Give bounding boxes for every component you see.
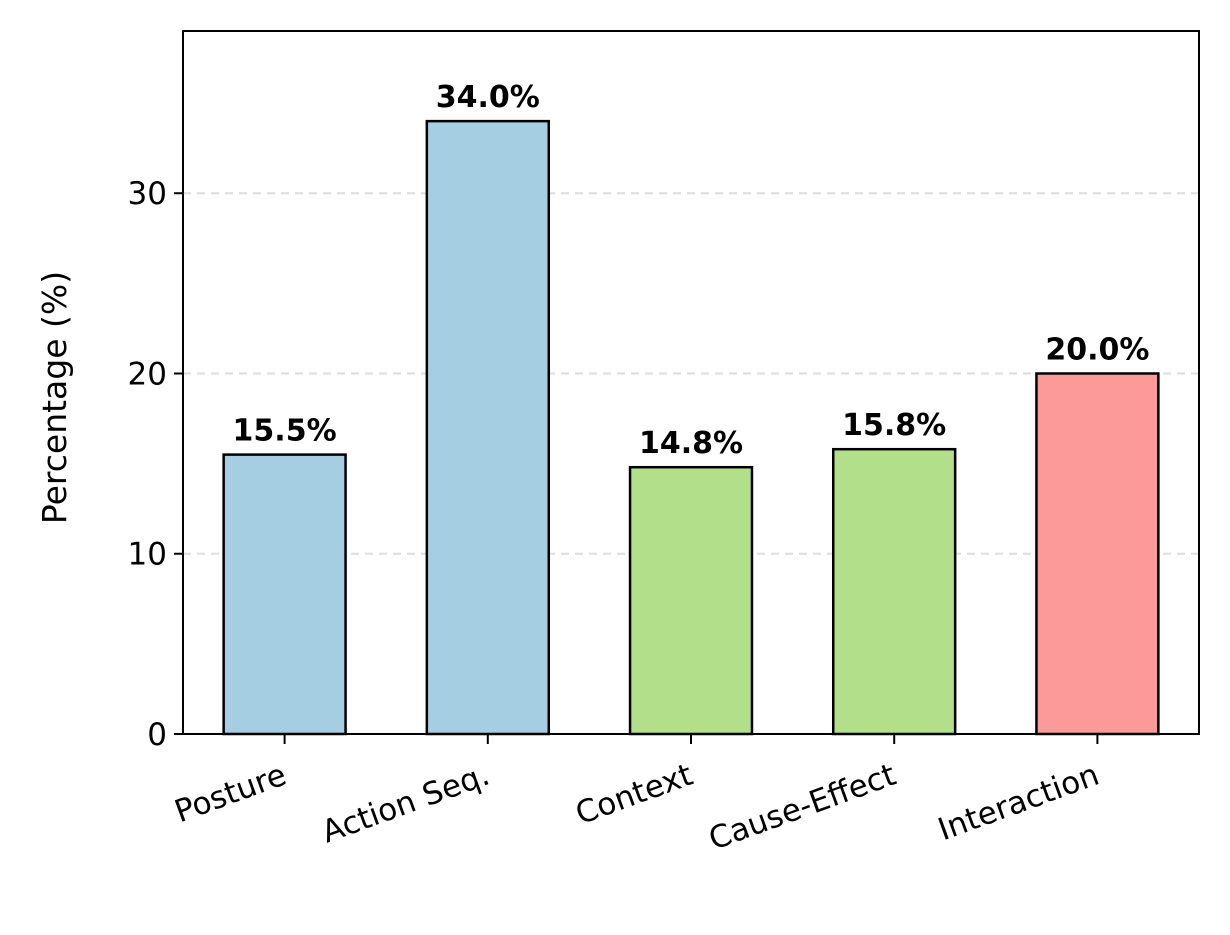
bar [222, 453, 347, 736]
x-tick-label: Action Seq. [317, 757, 494, 851]
bar-value-label: 15.8% [842, 408, 946, 443]
bar [831, 447, 957, 736]
y-axis-ticks: 0 10 20 30 [128, 176, 183, 753]
bar-value-label: 34.0% [436, 80, 540, 115]
x-axis-ticks: Posture Action Seq. Context Cause-Effect Int… [170, 734, 1104, 858]
bar [1035, 372, 1160, 736]
y-tick-label: 0 [147, 717, 167, 753]
bar-value-label: 20.0% [1045, 332, 1149, 367]
x-tick-label: Cause-Effect [704, 757, 900, 858]
y-axis-title: Percentage (%) [35, 271, 74, 524]
y-tick-label: 20 [128, 356, 167, 392]
x-tick-label: Posture [170, 757, 291, 830]
y-tick-label: 10 [128, 537, 167, 573]
bar [425, 119, 551, 736]
bar-value-label: 15.5% [233, 414, 337, 449]
bar-value-label: 14.8% [639, 426, 743, 461]
data-labels: 15.5% 34.0% 14.8% 15.8% 20.0% [233, 80, 1150, 461]
x-tick-label: Interaction [933, 757, 1103, 848]
bars [222, 119, 1160, 736]
y-tick-label: 30 [128, 176, 167, 212]
x-tick-label: Context [571, 757, 697, 832]
bar [628, 465, 754, 736]
